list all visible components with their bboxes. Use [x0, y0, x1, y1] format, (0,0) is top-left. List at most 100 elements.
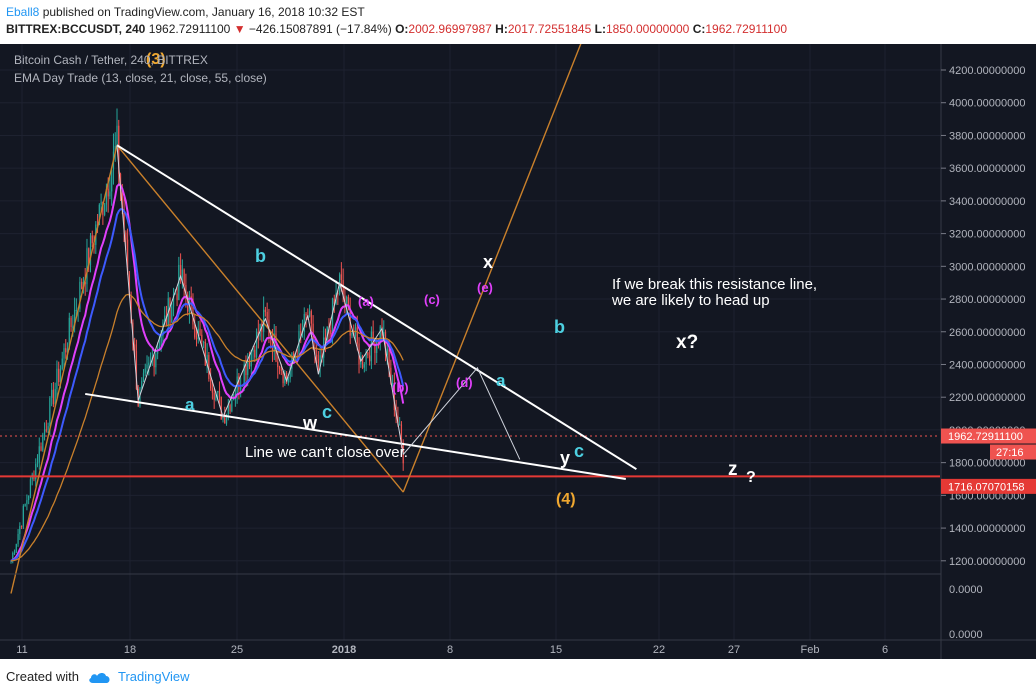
candle-body	[22, 505, 24, 527]
resistance-note-line-2: we are likely to head up	[611, 292, 770, 309]
candle-body	[255, 331, 258, 358]
candle-body	[344, 295, 346, 305]
projection-path[interactable]	[402, 366, 521, 460]
candle-body	[369, 355, 371, 362]
candle-body	[73, 310, 76, 327]
candle-body	[63, 348, 65, 359]
candle-body	[218, 390, 221, 397]
candle-body	[171, 306, 173, 323]
candle-body	[399, 424, 401, 426]
candle-body	[287, 378, 289, 383]
wave-count-path[interactable]	[116, 145, 404, 455]
price-tick-label: 4200.00000000	[949, 65, 1025, 77]
candle-body	[10, 560, 12, 562]
wave-x-projection-label: x?	[676, 332, 698, 353]
open-value: 2002.96997987	[408, 22, 492, 36]
countdown-tag	[990, 444, 1036, 460]
candle-body	[135, 351, 138, 389]
publish-header: Eball8 published on TradingView.com, Jan…	[0, 0, 1036, 44]
candle-body	[68, 317, 70, 349]
price-axis[interactable]: 4200.00000000 4000.00000000 3800.00000000 3…	[941, 65, 1025, 641]
tradingview-link[interactable]: TradingView	[118, 669, 190, 684]
wave-a2-label: a	[496, 371, 506, 390]
candle-body	[330, 330, 332, 334]
time-tick-label: 6	[882, 644, 888, 656]
candle-body	[128, 274, 130, 297]
wave-c-label: c	[322, 402, 332, 422]
candle-body	[201, 334, 203, 342]
candle-body	[102, 201, 104, 215]
candle-body	[153, 357, 155, 368]
chart-panel[interactable]: (3) (4) a b w c (a) (b) (c) (d) (e) x a …	[0, 44, 1036, 659]
time-tick-label: Feb	[801, 644, 820, 656]
candle-body	[310, 311, 312, 324]
candle-body	[134, 344, 136, 352]
candle-body	[88, 248, 90, 266]
legend-indicator: EMA Day Trade (13, close, 21, close, 55,…	[14, 71, 267, 85]
volume-tick-label: 0.0000	[949, 629, 983, 641]
resistance-trendline[interactable]	[116, 144, 637, 471]
wave-w-label: w	[302, 413, 318, 433]
resistance-note-line-1: If we break this resistance line,	[612, 276, 817, 293]
low-value: 1850.00000000	[605, 22, 690, 36]
candle-body	[56, 368, 58, 390]
candle-body	[59, 369, 62, 383]
symbol-label: BITTREX:BCCUSDT, 240	[6, 22, 146, 36]
candle-body	[176, 293, 178, 301]
candle-body	[386, 348, 388, 356]
support-trendline[interactable]	[85, 392, 626, 480]
candle-body	[121, 190, 123, 210]
candle-body	[70, 317, 72, 327]
wave-b2-label: b	[554, 317, 565, 337]
candle-body	[337, 293, 339, 295]
candle-body	[319, 355, 321, 367]
author-link[interactable]: Eball8	[6, 5, 40, 19]
candle-body	[183, 269, 185, 285]
candle-body	[326, 326, 328, 340]
candle-body	[89, 235, 92, 266]
candle-body	[277, 361, 279, 368]
candle-body	[282, 370, 284, 384]
candle-body	[165, 315, 168, 325]
candle-body	[45, 429, 47, 431]
candle-body	[75, 309, 77, 311]
legend-title: Bitcoin Cash / Tether, 240, BITTREX	[14, 53, 208, 67]
candle-body	[100, 201, 102, 205]
time-tick-label: 25	[231, 644, 243, 656]
high-value: 2017.72551845	[507, 22, 592, 36]
wave-b-label: b	[255, 246, 266, 266]
candle-body	[194, 324, 196, 338]
candle-body	[195, 337, 198, 340]
wave-line-down[interactable]	[116, 144, 404, 493]
candle-body	[217, 390, 219, 393]
candle-body	[202, 341, 205, 343]
wave-z-question: ?	[746, 469, 756, 486]
candle-body	[308, 311, 311, 317]
price-chart[interactable]: (3) (4) a b w c (a) (b) (c) (d) (e) x a …	[0, 44, 1036, 659]
candle-body	[365, 352, 367, 365]
candle-body	[346, 296, 348, 305]
candle-body	[254, 349, 256, 358]
time-tick-label: 15	[550, 644, 562, 656]
wave-line-up[interactable]	[10, 145, 118, 594]
candle-body	[142, 372, 145, 381]
wave-pd-label: (d)	[456, 375, 473, 390]
candle-body	[252, 349, 254, 353]
candle-body	[192, 298, 194, 325]
wave-line-projection[interactable]	[402, 44, 583, 493]
candle-body	[303, 314, 305, 332]
candle-body	[390, 367, 392, 384]
candle-body	[47, 426, 49, 430]
candle-body	[388, 348, 390, 368]
triangle-down-icon: ▼	[233, 22, 246, 36]
ema-lines	[10, 183, 405, 562]
candle-body	[263, 309, 265, 332]
candle-body	[400, 424, 403, 443]
time-axis[interactable]: 11 18 25 2018 8 15 22 27 Feb 6	[16, 644, 888, 656]
candle-body	[222, 416, 224, 420]
close-value: 1962.72911100	[705, 22, 788, 36]
candle-body	[190, 296, 192, 299]
candle-body	[111, 169, 113, 192]
candle-body	[169, 298, 171, 323]
candle-body	[383, 331, 385, 337]
